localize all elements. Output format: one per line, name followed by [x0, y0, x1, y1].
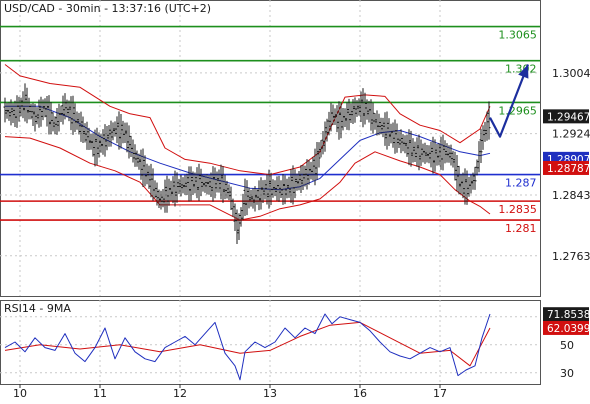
rsi-badge-label: 71.8538	[547, 309, 590, 321]
resistance-level-label: 1.3065	[498, 29, 537, 42]
rsi-y-tick-label: 50	[560, 339, 574, 352]
price-badge-label: 1.28787	[547, 163, 590, 175]
resistance-level-label: 1.302	[505, 63, 537, 76]
support-level-label: 1.287	[505, 177, 537, 190]
rsi-badge-label: 62.0399	[547, 323, 590, 335]
x-tick-label: 10	[13, 387, 27, 400]
rsi-title: RSI14 - 9MA	[4, 302, 71, 315]
price-badge	[543, 109, 589, 124]
x-tick-label: 17	[433, 387, 447, 400]
chart-title: USD/CAD - 30min - 13:37:16 (UTC+2)	[4, 2, 211, 15]
rsi-badge	[543, 320, 589, 335]
x-tick-label: 16	[353, 387, 367, 400]
price-y-tick-label: 1.2763	[552, 250, 590, 263]
price-badge	[543, 160, 589, 175]
resistance-level-label: 1.2965	[498, 104, 537, 117]
price-y-tick-label: 1.2843	[552, 189, 590, 202]
price-y-tick-label: 1.2924	[552, 128, 590, 141]
bollinger-upper-line	[4, 64, 491, 176]
price-y-tick-label: 1.3004	[552, 67, 590, 80]
rsi-y-tick-label: 30	[560, 367, 574, 380]
rsi-ma-line	[4, 321, 491, 367]
rsi-badge	[543, 307, 589, 322]
x-tick-label: 13	[263, 387, 277, 400]
x-tick-label: 12	[173, 387, 187, 400]
sell-level-label: 1.2835	[498, 203, 537, 216]
forecast-arrow-head	[518, 64, 529, 79]
bollinger-lower-line	[4, 136, 491, 221]
sell-level-label: 1.281	[505, 222, 537, 235]
price-bars	[3, 83, 491, 245]
forecast-arrow-line	[489, 64, 530, 138]
price-badge-label: 1.29467	[547, 111, 590, 123]
rsi-line	[4, 313, 491, 381]
x-axis: 10 11 12 13 16 17	[13, 384, 447, 400]
x-tick-label: 11	[93, 387, 107, 400]
